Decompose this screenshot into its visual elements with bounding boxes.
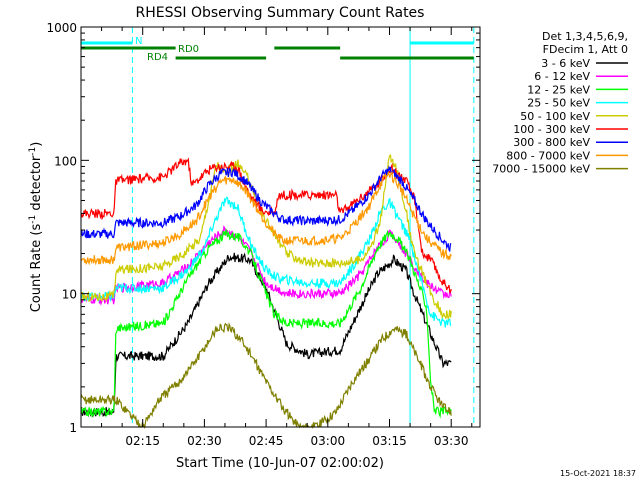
legend-header-2: FDecim 1, Att 0 (543, 43, 628, 56)
y-tick-label: 100 (54, 154, 77, 168)
state-label-rd0: RD0 (178, 44, 199, 55)
legend-label-25-50-kev: 25 - 50 keV (527, 97, 590, 110)
y-tick-label: 1 (69, 421, 77, 435)
legend: Det 1,3,4,5,6,9, FDecim 1, Att 0 3 - 6 k… (492, 30, 628, 176)
series-7000-15000-kev (80, 322, 452, 430)
series-100-300-kev (80, 157, 452, 294)
state-label-n: N (135, 36, 142, 47)
state-bar-rd4: RD4 (147, 52, 474, 63)
plot-frame (80, 26, 481, 428)
legend-label-300-800-kev: 300 - 800 keV (513, 136, 590, 149)
series-300-800-kev (80, 165, 452, 253)
x-tick-label: 02:45 (249, 434, 284, 448)
legend-label-7000-15000-kev: 7000 - 15000 keV (492, 163, 590, 176)
legend-label-3-6-kev: 3 - 6 keV (541, 57, 590, 70)
series-line-25-50-kev (80, 196, 452, 328)
series-800-7000-kev (81, 170, 452, 266)
series-6-12-kev (80, 225, 452, 307)
series-line-100-300-kev (80, 157, 452, 294)
legend-label-100-300-kev: 100 - 300 keV (513, 123, 590, 136)
legend-label-50-100-kev: 50 - 100 keV (520, 110, 590, 123)
series-12-25-kev (80, 227, 452, 419)
x-tick-label: 02:15 (125, 434, 160, 448)
state-bar-rd0: RD0 (81, 44, 341, 55)
series-line-50-100-kev (80, 154, 452, 321)
legend-label-12-25-kev: 12 - 25 keV (527, 83, 590, 96)
series-line-6-12-kev (80, 225, 452, 307)
series-line-7000-15000-kev (80, 322, 452, 430)
series-line-300-800-kev (80, 165, 452, 253)
series-25-50-kev (80, 196, 452, 328)
x-tick-label: 03:15 (372, 434, 407, 448)
state-label-rd4: RD4 (147, 52, 168, 63)
state-bar-n: N (81, 36, 474, 47)
plot-area: N RD0 RD4 (80, 27, 475, 430)
series-line-3-6-kev (80, 252, 452, 418)
x-tick-label: 03:30 (434, 434, 469, 448)
chart-title: RHESSI Observing Summary Count Rates (136, 5, 425, 21)
x-tick-label: 03:00 (311, 434, 346, 448)
y-tick-label: 10 (62, 288, 77, 302)
series-3-6-kev (80, 252, 452, 418)
series-line-12-25-kev (80, 227, 452, 419)
axis-ticks: 1 10 100 1000 02:15 02:30 02:45 03:00 03:15 03:30 (46, 21, 480, 448)
footer-timestamp: 15-Oct-2021 18:37 (560, 469, 636, 478)
legend-label-800-7000-kev: 800 - 7000 keV (506, 149, 590, 162)
y-axis-label: Count Rate (s-1 detector-1) (28, 142, 44, 313)
series-line-800-7000-kev (81, 170, 452, 266)
legend-label-6-12-kev: 6 - 12 keV (534, 70, 590, 83)
legend-header-1: Det 1,3,4,5,6,9, (542, 30, 628, 43)
y-tick-label: 1000 (46, 21, 77, 35)
series-50-100-kev (80, 154, 452, 321)
x-axis-label: Start Time (10-Jun-07 02:00:02) (176, 456, 384, 471)
x-tick-label: 02:30 (187, 434, 222, 448)
